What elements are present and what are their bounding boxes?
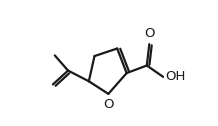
Text: O: O [103, 98, 114, 111]
Text: OH: OH [165, 70, 186, 83]
Text: O: O [144, 27, 155, 40]
